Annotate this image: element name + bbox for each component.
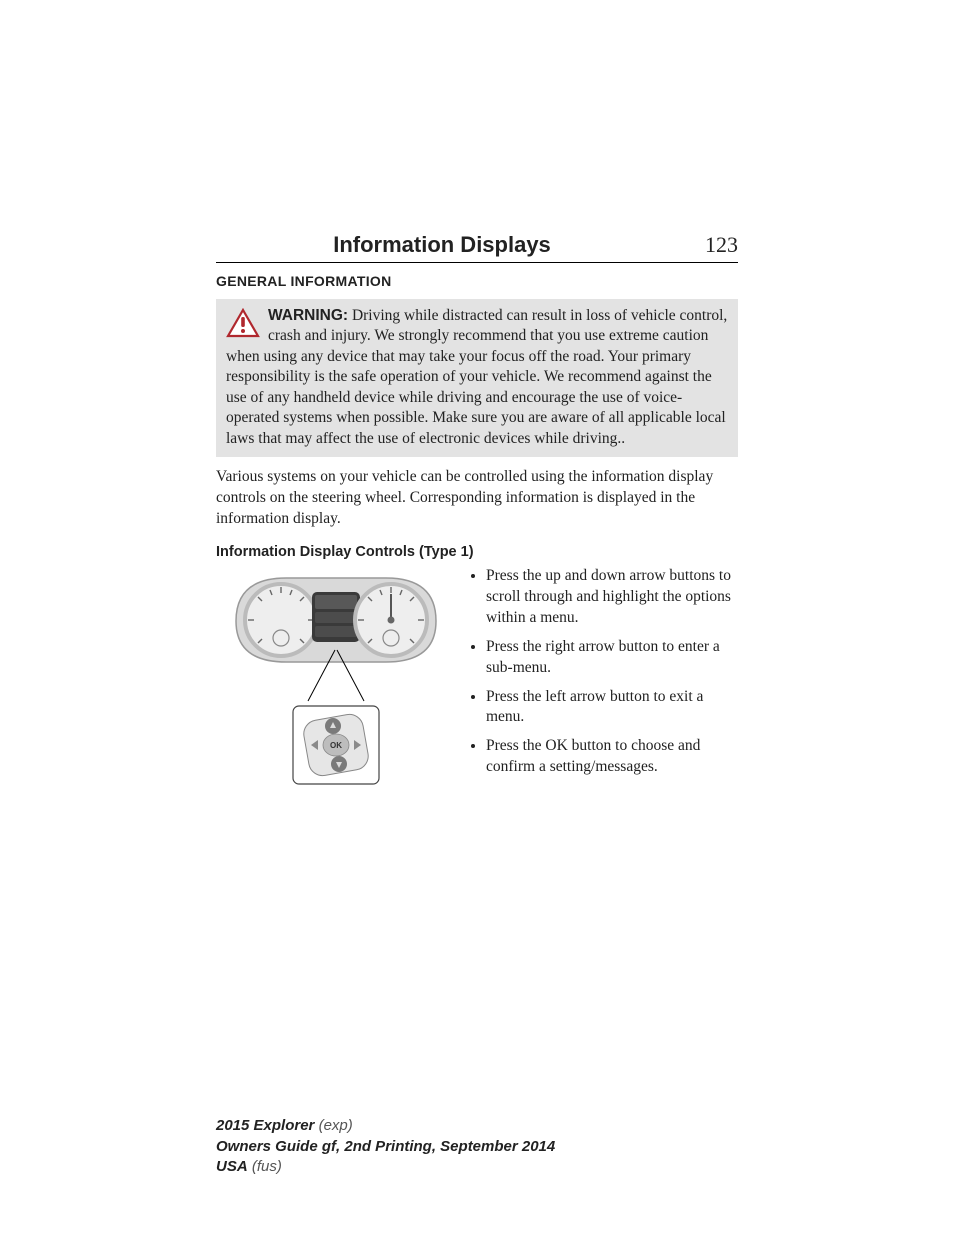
controls-row: OK Press the up and down arrow buttons t… bbox=[216, 566, 738, 796]
warning-text: Driving while distracted can result in l… bbox=[226, 307, 727, 447]
controls-list: Press the up and down arrow buttons to s… bbox=[470, 566, 738, 796]
svg-text:OK: OK bbox=[330, 741, 342, 750]
controls-heading: Information Display Controls (Type 1) bbox=[216, 544, 738, 560]
footer-region-code: (fus) bbox=[248, 1158, 282, 1175]
footer-model-code: (exp) bbox=[314, 1117, 352, 1134]
footer-model: 2015 Explorer bbox=[216, 1117, 314, 1134]
footer: 2015 Explorer (exp) Owners Guide gf, 2nd… bbox=[216, 1116, 555, 1177]
intro-paragraph: Various systems on your vehicle can be c… bbox=[216, 467, 738, 530]
list-item: Press the OK button to choose and confir… bbox=[486, 736, 738, 778]
warning-triangle-icon bbox=[226, 308, 260, 344]
list-item: Press the up and down arrow buttons to s… bbox=[486, 566, 738, 629]
controls-figure: OK bbox=[216, 566, 456, 796]
footer-line-3: USA (fus) bbox=[216, 1157, 555, 1177]
footer-region: USA bbox=[216, 1158, 248, 1175]
page-container: Information Displays 123 GENERAL INFORMA… bbox=[0, 0, 954, 1235]
warning-box: WARNING: Driving while distracted can re… bbox=[216, 299, 738, 457]
warning-label: WARNING: bbox=[268, 307, 348, 324]
page-number: 123 bbox=[668, 232, 738, 258]
section-heading: GENERAL INFORMATION bbox=[216, 273, 738, 289]
page-title: Information Displays bbox=[216, 232, 668, 258]
footer-line-2: Owners Guide gf, 2nd Printing, September… bbox=[216, 1137, 555, 1157]
page-header: Information Displays 123 bbox=[216, 232, 738, 263]
list-item: Press the left arrow button to exit a me… bbox=[486, 687, 738, 729]
list-item: Press the right arrow button to enter a … bbox=[486, 637, 738, 679]
footer-line-1: 2015 Explorer (exp) bbox=[216, 1116, 555, 1136]
